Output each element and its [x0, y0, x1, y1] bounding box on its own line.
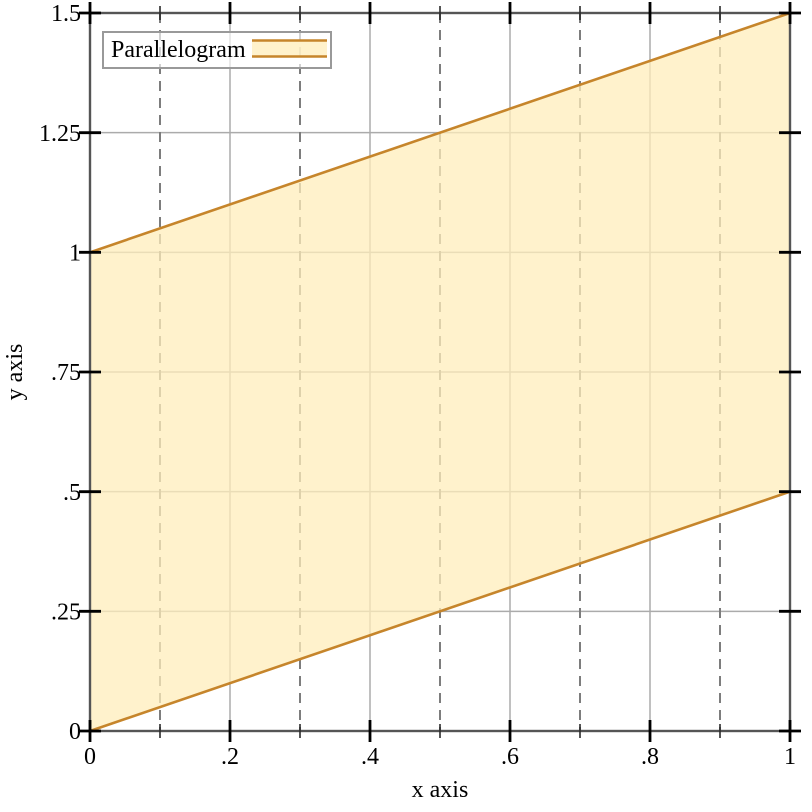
y-tick-label: 1.5: [51, 1, 81, 27]
y-tick-label: 0: [69, 719, 81, 745]
parallelogram-upper-edge: [89, 11, 791, 254]
parallelogram-lower-edge: [89, 490, 791, 733]
x-tick-label: 0: [84, 744, 96, 770]
y-tick-label: .25: [51, 599, 81, 625]
y-tick-label: 1: [69, 240, 81, 266]
x-tick-label: .8: [641, 744, 659, 770]
legend-swatch-fill: [252, 40, 327, 57]
legend: Parallelogram: [102, 31, 332, 69]
series-parallelogram: [89, 11, 791, 733]
tick-labels: 0 .2 .4 .6 .8 1 0 .25 .5 .75 1 1.25 1.5: [39, 1, 796, 770]
x-tick-label: .4: [361, 744, 379, 770]
legend-entry-label: Parallelogram: [111, 37, 246, 63]
axis-ticks: [79, 2, 801, 742]
y-tick-label: 1.25: [39, 121, 81, 147]
y-axis-title: y axis: [2, 344, 28, 401]
x-tick-label: 1: [784, 744, 796, 770]
x-tick-label: .6: [501, 744, 519, 770]
y-tick-label: .5: [63, 480, 81, 506]
x-axis-title: x axis: [412, 777, 469, 803]
y-tick-label: .75: [51, 360, 81, 386]
x-tick-label: .2: [221, 744, 239, 770]
